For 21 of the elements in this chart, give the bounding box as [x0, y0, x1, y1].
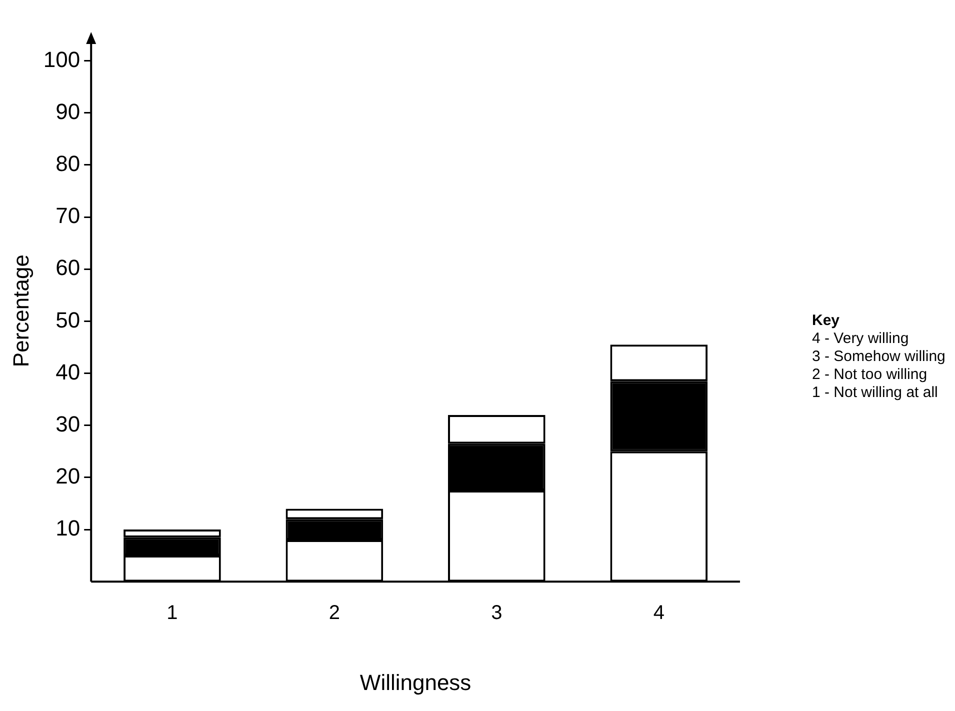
text: 3 - Somehow willing [812, 348, 946, 366]
y-tick-label: 70 [56, 203, 80, 228]
y-tick-label: 40 [56, 359, 80, 384]
y-tick-label: 30 [56, 411, 80, 436]
y-tick-label: 100 [43, 46, 80, 72]
text: 4 - Very willing [812, 330, 910, 348]
y-axis-title: Percentage [8, 254, 34, 368]
text: 2 - Not too willing [812, 366, 928, 384]
x-tick-label: 2 [328, 602, 340, 624]
y-tick-label: 50 [56, 307, 80, 332]
y-tick-label: 20 [56, 464, 80, 489]
y-tick-label: 80 [56, 151, 80, 176]
x-tick-label: 4 [653, 602, 664, 624]
y-tick-label: 10 [56, 516, 80, 541]
y-tick-label: 90 [56, 98, 80, 124]
x-axis-title: Willingness [360, 670, 472, 695]
y-tick-label: 60 [56, 255, 80, 280]
x-tick-label: 3 [491, 602, 502, 624]
text: 1 - Not willing at all [812, 384, 939, 402]
x-tick-label: 1 [166, 602, 178, 624]
text: Key [812, 312, 841, 330]
